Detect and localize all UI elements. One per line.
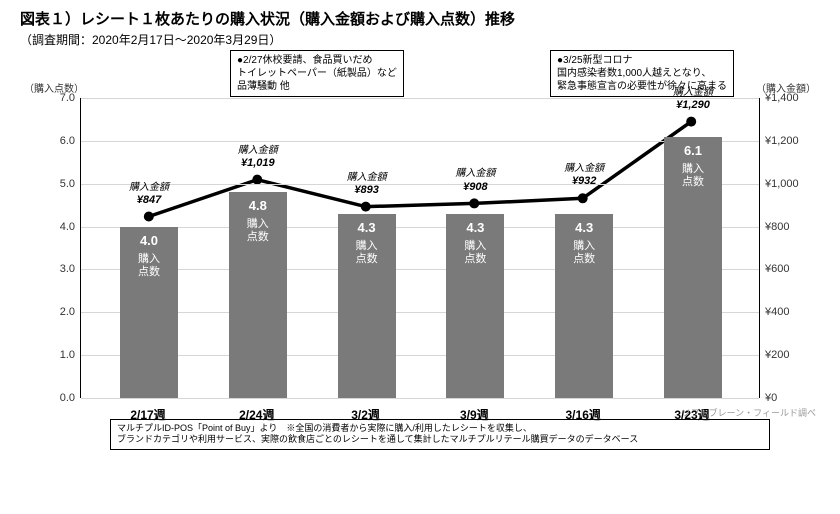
- bar-value-label: 4.3: [338, 220, 396, 235]
- gridline: [81, 355, 759, 356]
- footnote-line: ブランドカテゴリや利用サービス、実際の飲食店ごとのレシートを通して集計したマルチ…: [117, 434, 763, 446]
- ytick-right: ¥200: [765, 349, 789, 361]
- bar-value-label: 4.8: [229, 198, 287, 213]
- bar-value-label: 4.3: [446, 220, 504, 235]
- chart-area: （購入点数） （購入金額） 0.01.02.03.04.05.06.07.0¥0…: [20, 80, 820, 460]
- callout-line: トイレットペーパー（紙製品）など: [237, 67, 397, 80]
- line-value-label: 購入金額¥932: [564, 162, 604, 188]
- line-series: [81, 98, 759, 398]
- ytick-left: 1.0: [60, 349, 75, 361]
- line-value-label: 購入金額¥1,019: [238, 144, 278, 170]
- footnote-line: マルチプルID-POS「Point of Buy」より ※全国の消費者から実際に…: [117, 423, 763, 435]
- bar-sublabel: 購入点数: [446, 240, 504, 266]
- bar-sublabel: 購入点数: [338, 240, 396, 266]
- ytick-right: ¥0: [765, 392, 777, 404]
- ytick-left: 7.0: [60, 92, 75, 104]
- plot-region: 0.01.02.03.04.05.06.07.0¥0¥200¥400¥600¥8…: [80, 98, 760, 398]
- line-value-label: 購入金額¥1,290: [673, 86, 713, 112]
- figure-subtitle: （調査期間：2020年2月17日～2020年3月29日）: [0, 29, 840, 48]
- line-value-label: 購入金額¥908: [455, 167, 495, 193]
- left-axis-title: （購入点数）: [24, 80, 84, 95]
- gridline: [81, 227, 759, 228]
- bar-value-label: 4.3: [555, 220, 613, 235]
- line-marker: [686, 117, 696, 127]
- bar: 4.3 購入点数: [555, 214, 613, 398]
- bar: 4.8 購入点数: [229, 192, 287, 398]
- callout-line: ●3/25新型コロナ: [557, 54, 727, 67]
- ytick-left: 5.0: [60, 178, 75, 190]
- bar-value-label: 4.0: [120, 233, 178, 248]
- ytick-right: ¥800: [765, 221, 789, 233]
- footnote-box: マルチプルID-POS「Point of Buy」より ※全国の消費者から実際に…: [110, 419, 770, 450]
- ytick-left: 4.0: [60, 221, 75, 233]
- figure-title: 図表１）レシート１枚あたりの購入状況（購入金額および購入点数）推移: [0, 0, 840, 29]
- line-marker: [361, 202, 371, 212]
- ytick-right: ¥1,000: [765, 178, 799, 190]
- gridline: [81, 312, 759, 313]
- ytick-right: ¥1,200: [765, 135, 799, 147]
- bar: 4.0 購入点数: [120, 227, 178, 398]
- line-value-label: 購入金額¥847: [129, 181, 169, 207]
- gridline: [81, 184, 759, 185]
- ytick-right: ¥400: [765, 306, 789, 318]
- callout-line: 国内感染者数1,000人越えとなり、: [557, 67, 727, 80]
- bar-sublabel: 購入点数: [555, 240, 613, 266]
- gridline: [81, 398, 759, 399]
- line-marker: [469, 198, 479, 208]
- ytick-left: 2.0: [60, 306, 75, 318]
- bar: 4.3 購入点数: [446, 214, 504, 398]
- bar-sublabel: 購入点数: [120, 253, 178, 279]
- bar-value-label: 6.1: [664, 143, 722, 158]
- gridline: [81, 98, 759, 99]
- line-marker: [578, 193, 588, 203]
- ytick-left: 6.0: [60, 135, 75, 147]
- ytick-right: ¥1,400: [765, 92, 799, 104]
- line-value-label: 購入金額¥893: [347, 171, 387, 197]
- bar: 4.3 購入点数: [338, 214, 396, 398]
- ytick-right: ¥600: [765, 263, 789, 275]
- bar-sublabel: 購入点数: [664, 163, 722, 189]
- ytick-left: 0.0: [60, 392, 75, 404]
- gridline: [81, 269, 759, 270]
- callout-line: ●2/27休校要請、食品買いだめ: [237, 54, 397, 67]
- ytick-left: 3.0: [60, 263, 75, 275]
- bar-sublabel: 購入点数: [229, 218, 287, 244]
- gridline: [81, 141, 759, 142]
- line-marker: [144, 212, 154, 222]
- source-credit: ソフトブレーン・フィールド調べ: [682, 406, 816, 419]
- bar: 6.1 購入点数: [664, 137, 722, 398]
